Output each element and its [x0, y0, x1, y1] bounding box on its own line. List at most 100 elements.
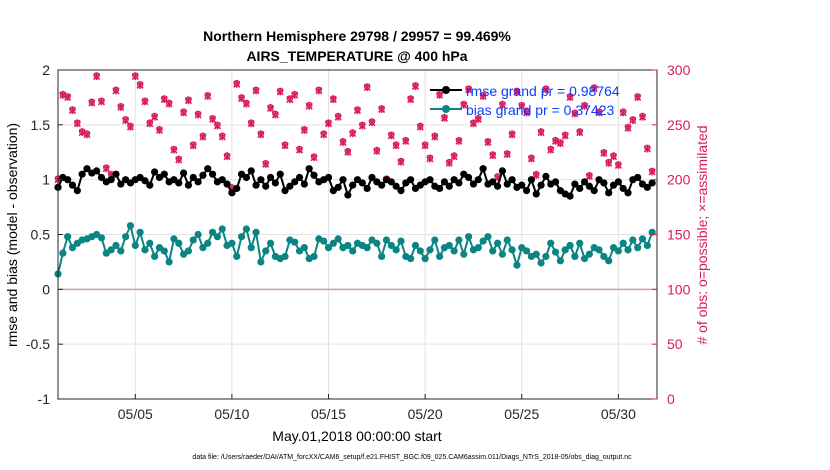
bias-point [204, 239, 212, 247]
obs-assimilated-point [624, 124, 632, 132]
y-axis-label: rmse and bias (model - observation) [4, 123, 20, 347]
obs-assimilated-point [112, 87, 120, 95]
bias-point [237, 233, 246, 241]
rmse-point [68, 181, 77, 189]
obs-assimilated-point [585, 172, 593, 180]
grid [58, 69, 657, 400]
rmse-point [199, 171, 207, 179]
rmse-point [344, 191, 352, 199]
obs-assimilated-point [503, 150, 511, 159]
rmse-point [479, 165, 487, 173]
legend-bias-label: bias grand pr = 0.37423 [466, 102, 614, 118]
rmse-series [54, 165, 656, 200]
obs-assimilated-point [353, 107, 362, 115]
y2-tick-label: 150 [667, 227, 691, 243]
y2-axis-label: # of obs: o=possible; ×=assimilated [694, 125, 710, 344]
rmse-point [151, 168, 159, 176]
bias-point [175, 239, 183, 247]
obs-assimilated-point [78, 128, 86, 137]
obs-assimilated-point [358, 122, 366, 130]
obs-assimilated-point [392, 142, 400, 150]
y2-tick-label: 300 [667, 62, 691, 78]
obs-assimilated-point [68, 107, 77, 115]
rmse-point [600, 179, 608, 187]
bias-point [262, 247, 270, 255]
obs-assimilated-point [440, 114, 449, 122]
obs-assimilated-point [305, 102, 313, 110]
obs-assimilated-point [262, 160, 270, 168]
bias-point [551, 248, 560, 256]
obs-assimilated-point [334, 113, 342, 121]
y-tick-label: 1.5 [31, 117, 51, 133]
obs-assimilated-point [368, 119, 376, 127]
obs-assimilated-point [83, 131, 91, 139]
rmse-point [508, 176, 516, 184]
obs-assimilated-point [411, 82, 420, 91]
obs-assimilated-point [363, 83, 371, 92]
rmse-point [300, 180, 308, 188]
obs-assimilated-point [576, 128, 584, 137]
obs-assimilated-point [629, 116, 637, 125]
obs-assimilated-point [387, 132, 395, 140]
obs-assimilated-point [532, 171, 540, 179]
y2-tick-label: 200 [667, 172, 691, 188]
rmse-point [310, 171, 318, 179]
obs-assimilated-point [600, 149, 608, 157]
obs-assimilated-point [320, 131, 328, 139]
y-tick-label: 0 [42, 281, 50, 297]
x-tick-label: 05/10 [214, 406, 249, 422]
obs-assimilated-point [561, 132, 569, 140]
rmse-point [286, 182, 294, 190]
rmse-point [204, 165, 212, 173]
rmse-point [465, 173, 473, 182]
rmse-point [233, 184, 241, 193]
bias-point [141, 246, 149, 254]
obs-assimilated-point [638, 113, 647, 121]
x-tick-label: 05/15 [311, 406, 346, 422]
bias-point [498, 250, 507, 258]
bias-point [566, 241, 574, 250]
x-tick-label: 05/20 [408, 406, 443, 422]
obs-assimilated-point [605, 159, 613, 167]
obs-assimilated-point [402, 137, 410, 145]
x-axis-label: May.01,2018 00:00:00 start [272, 428, 442, 444]
obs-assimilated-point [551, 137, 560, 145]
bias-point [411, 241, 420, 250]
bias-point [194, 230, 202, 239]
bias-point [561, 246, 569, 254]
obs-assimilated-point [431, 133, 439, 141]
obs-assimilated-point [460, 101, 468, 109]
bias-point [242, 225, 250, 233]
obs-assimilated-point [344, 148, 352, 156]
rmse-point [271, 179, 279, 187]
obs-assimilated-point [93, 73, 101, 81]
chart-subtitle: AIRS_TEMPERATURE @ 400 hPa [246, 48, 467, 64]
bias-point [595, 246, 603, 254]
chart-title: Northern Hemisphere 29798 / 29957 = 99.4… [203, 28, 511, 44]
obs-assimilated-point [542, 86, 550, 94]
obs-assimilated-point [474, 115, 482, 123]
rmse-point [117, 180, 125, 188]
bias-point [344, 241, 352, 250]
bias-point [436, 252, 444, 261]
bias-point [382, 236, 391, 244]
obs-assimilated-point [479, 92, 487, 100]
obs-assimilated-point [151, 113, 159, 121]
rmse-point [64, 176, 72, 184]
rmse-point [179, 169, 188, 177]
obs-assimilated-point [291, 91, 299, 99]
bias-point [634, 244, 642, 252]
rmse-point [551, 178, 560, 186]
bias-point [556, 257, 564, 265]
bias-point [112, 241, 120, 250]
obs-assimilated-point [590, 85, 598, 93]
rmse-point [228, 189, 236, 197]
rmse-point [440, 178, 449, 186]
rmse-point [590, 187, 598, 195]
bias-point [310, 252, 318, 261]
rmse-point [305, 165, 313, 173]
obs-assimilated-point [547, 146, 555, 154]
bias-point [508, 246, 516, 254]
y2-tick-label: 0 [667, 391, 675, 407]
obs-assimilated-point [252, 87, 260, 95]
